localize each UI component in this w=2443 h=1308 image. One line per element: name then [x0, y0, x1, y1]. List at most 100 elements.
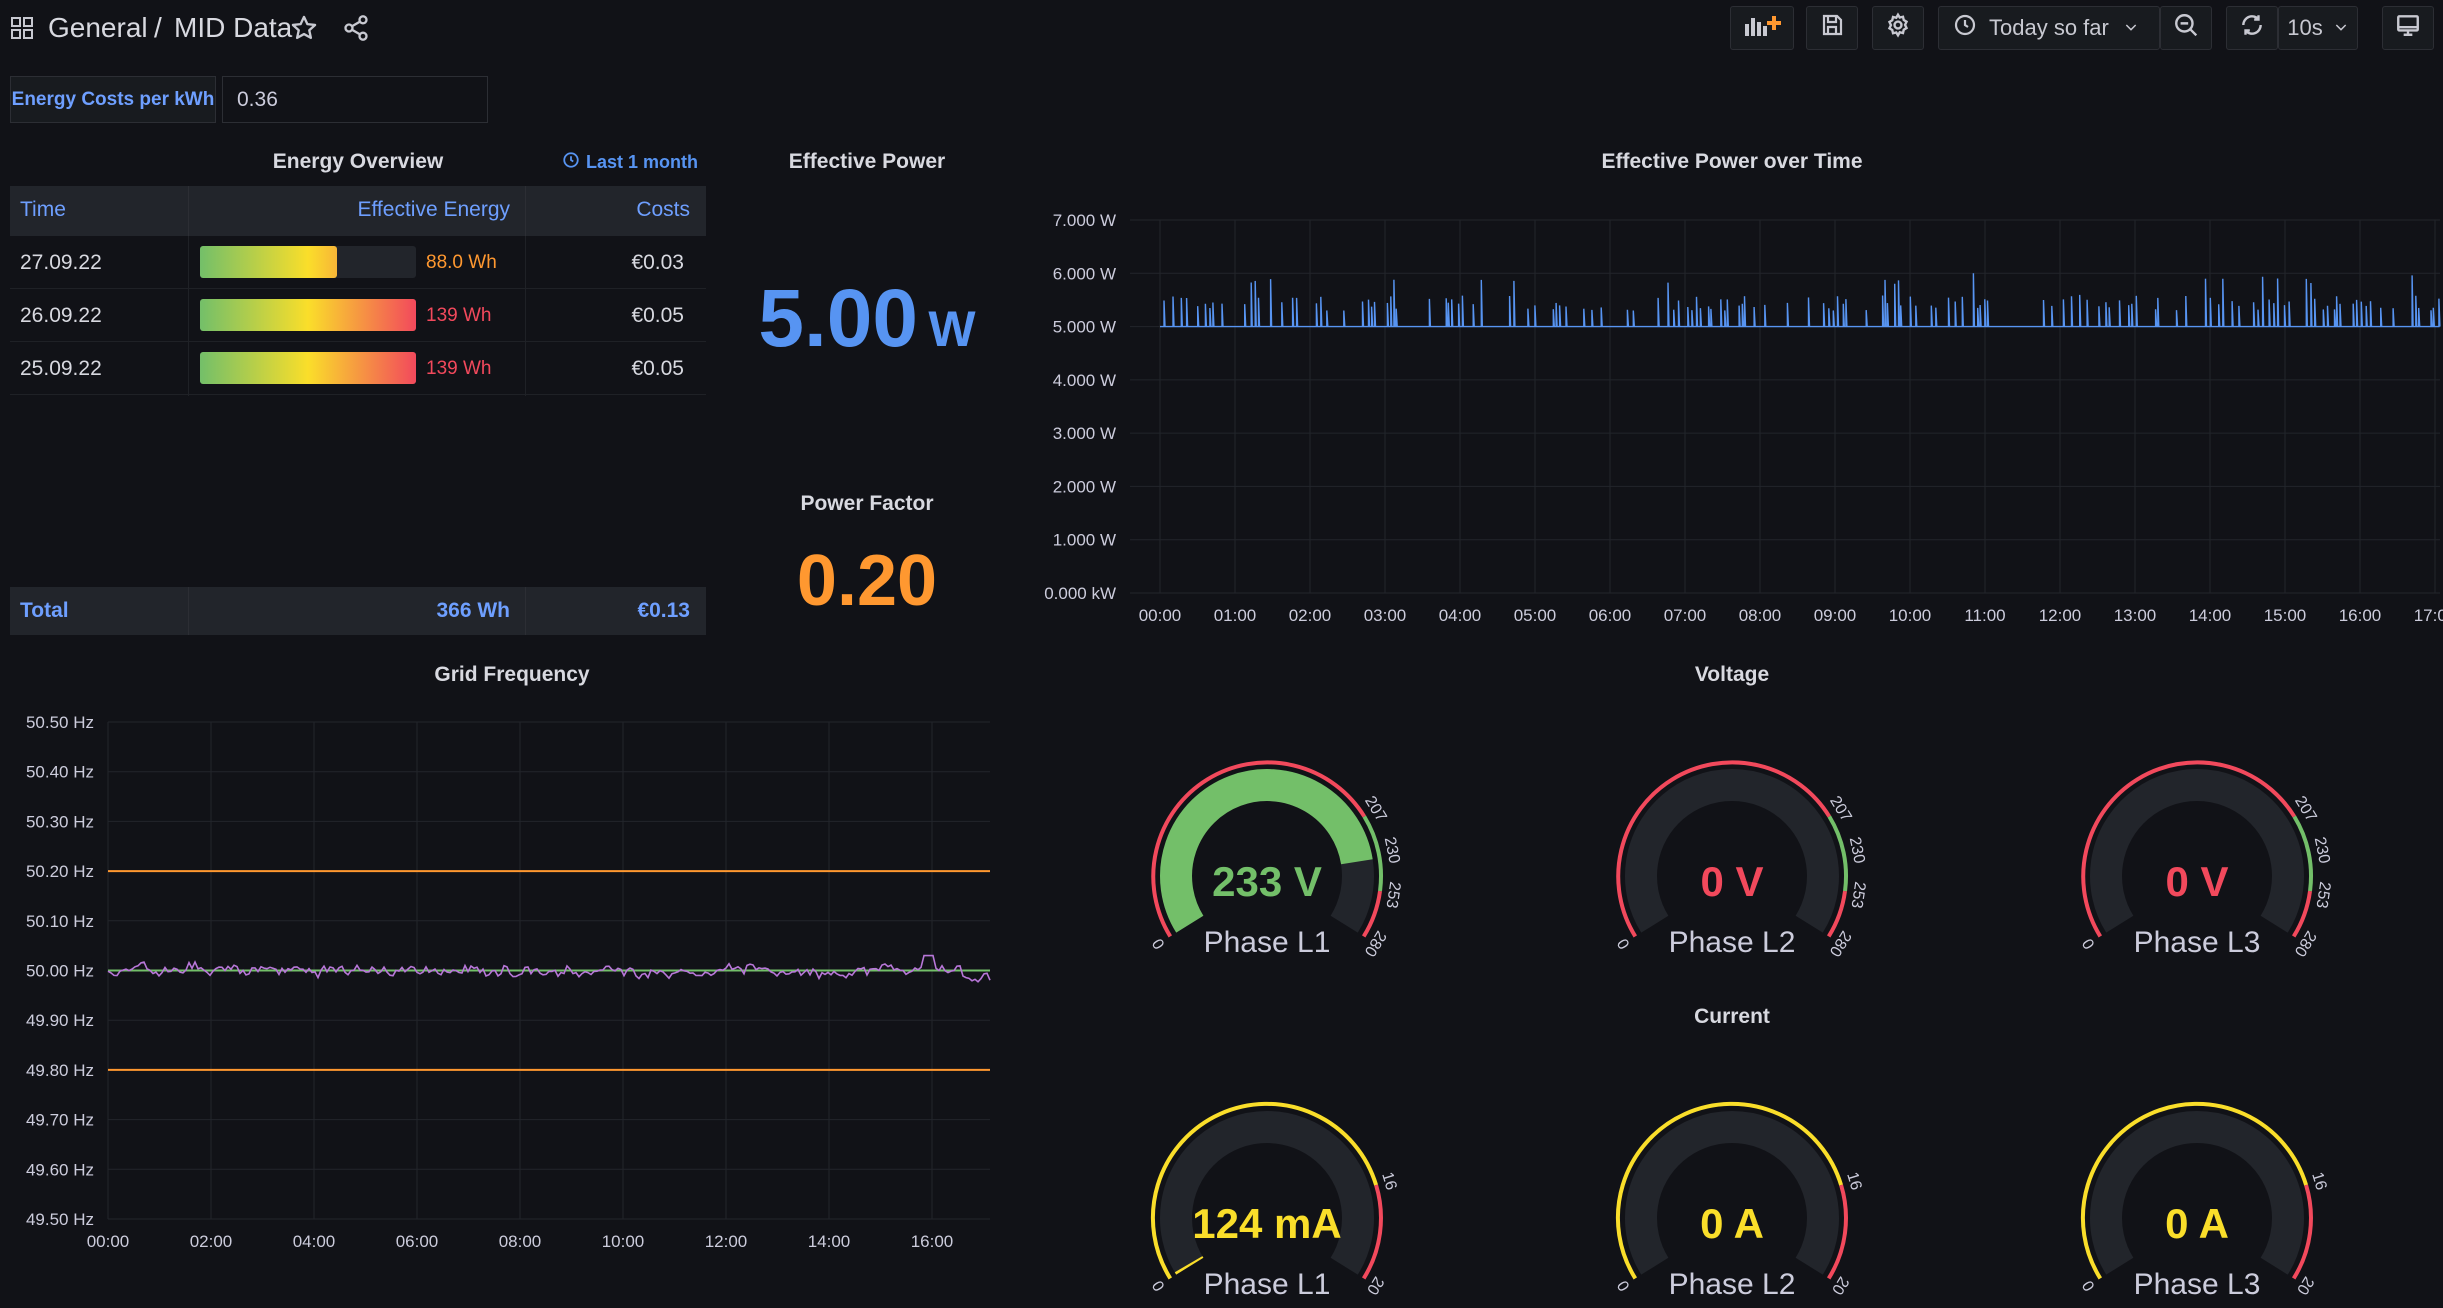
x-tick-label: 04:00: [1439, 606, 1482, 625]
tv-mode-button[interactable]: [2382, 6, 2434, 50]
column-divider: [188, 186, 189, 236]
top-bar: General / MID Data Today so far: [0, 0, 2443, 56]
effective-power-unit: W: [928, 301, 976, 357]
cell-time: 26.09.22: [20, 304, 102, 327]
gauge-threshold-band: [2080, 1101, 2309, 1280]
zoom-out-icon: [2173, 12, 2199, 44]
x-tick-label: 00:00: [87, 1232, 130, 1251]
gauge-value: 0 V: [2165, 858, 2228, 905]
share-icon[interactable]: [342, 14, 370, 47]
column-header-time[interactable]: Time: [20, 198, 66, 221]
effective-power-stat: 5.00 W: [716, 272, 1018, 366]
x-tick-label: 13:00: [2114, 606, 2157, 625]
gauge-label: Phase L2: [1669, 1268, 1796, 1301]
power-factor-value: 0.20: [796, 541, 938, 621]
gauge-track: [1625, 769, 1839, 933]
gauge-threshold-band: [1361, 890, 1382, 938]
time-range-link[interactable]: Last 1 month: [562, 151, 698, 174]
variable-label: Energy Costs per kWh: [10, 76, 216, 123]
footer-total-label: Total: [20, 599, 69, 622]
y-tick-label: 0.000 kW: [1044, 584, 1116, 603]
x-tick-label: 17:00: [2414, 606, 2443, 625]
table-row: 25.09.22 139 Wh €0.05: [10, 342, 706, 395]
gauge-threshold-band: [1150, 1101, 1379, 1280]
footer-total-energy: 366 Wh: [436, 599, 510, 622]
refresh-interval-picker[interactable]: 10s: [2278, 6, 2358, 50]
gauge-threshold-band: [1616, 760, 1831, 938]
star-icon[interactable]: [290, 14, 318, 47]
gauge-threshold-band: [1362, 1184, 1383, 1280]
x-tick-label: 01:00: [1214, 606, 1257, 625]
energy-bar: [200, 246, 416, 278]
monitor-icon: [2395, 12, 2421, 44]
y-tick-label: 2.000 W: [1053, 477, 1116, 496]
effective-power-title: Effective Power: [788, 150, 946, 173]
cell-cost: €0.05: [631, 357, 684, 380]
energy-bar-fill: [200, 352, 416, 384]
gauge-label: Phase L1: [1204, 926, 1331, 959]
gauge-label: Phase L3: [2134, 1268, 2261, 1301]
y-tick-label: 50.20 Hz: [26, 862, 94, 881]
x-tick-label: 02:00: [1289, 606, 1332, 625]
gauge-scale-label: 0: [2079, 1277, 2098, 1294]
cell-energy: 139 Wh: [426, 305, 492, 326]
zoom-out-button[interactable]: [2160, 6, 2212, 50]
column-header-costs[interactable]: Costs: [636, 198, 690, 221]
gauge-fill: [1174, 1256, 1204, 1275]
dashboard-settings-button[interactable]: [1872, 6, 1924, 50]
table-header: Time Effective Energy Costs: [10, 186, 706, 236]
gauge-scale-label: 230: [1846, 835, 1868, 865]
clock-icon: [1953, 13, 1977, 43]
column-header-energy[interactable]: Effective Energy: [357, 198, 510, 221]
clock-icon: [562, 151, 580, 174]
grid-frequency-chart[interactable]: 50.50 Hz 50.40 Hz 50.30 Hz 50.20 Hz 50.10 Hz…: [10, 705, 1010, 1265]
page-title[interactable]: MID Data: [174, 12, 293, 43]
x-tick-label: 08:00: [499, 1232, 542, 1251]
gauge-scale-label: 0: [1614, 935, 1633, 952]
energy-bar: [200, 352, 416, 384]
power-over-time-title: Effective Power over Time: [1601, 150, 1863, 173]
gauge-value: 0 A: [1700, 1200, 1764, 1247]
energy-bar: [200, 299, 416, 331]
save-dashboard-button[interactable]: [1806, 6, 1858, 50]
cell-cost: €0.03: [631, 251, 684, 274]
energy-overview-title: Energy Overview: [272, 150, 444, 173]
effective-power-value: 5.00: [758, 273, 918, 364]
energy-cost-input[interactable]: 0.36: [222, 76, 488, 123]
x-tick-label: 06:00: [396, 1232, 439, 1251]
x-tick-label: 09:00: [1814, 606, 1857, 625]
time-range-picker[interactable]: Today so far: [1938, 6, 2160, 50]
y-tick-label: 50.30 Hz: [26, 812, 94, 831]
x-tick-label: 14:00: [808, 1232, 851, 1251]
gauge-scale-label: 16: [1843, 1170, 1864, 1192]
column-divider: [188, 236, 189, 396]
gauge-scale-label: 253: [1382, 880, 1403, 909]
y-tick-label: 7.000 W: [1053, 211, 1116, 230]
y-tick-label: 49.80 Hz: [26, 1061, 94, 1080]
dashboards-grid-icon[interactable]: [10, 16, 34, 45]
time-range-label: Today so far: [1989, 15, 2109, 40]
table-footer: Total 366 Wh €0.13: [10, 587, 706, 635]
y-tick-label: 49.60 Hz: [26, 1160, 94, 1179]
chevron-down-icon: [2333, 15, 2349, 41]
table-row: 27.09.22 88.0 Wh €0.03: [10, 236, 706, 289]
add-panel-button[interactable]: [1730, 6, 1794, 50]
grid-frequency-title: Grid Frequency: [434, 663, 590, 686]
power-over-time-chart[interactable]: 7.000 W 6.000 W 5.000 W 4.000 W 3.000 W 2.000…: [1030, 200, 2443, 636]
x-tick-label: 10:00: [1889, 606, 1932, 625]
gauge-scale-label: 20: [1828, 1273, 1852, 1297]
energy-bar-fill: [200, 299, 416, 331]
gauge-scale-label: 20: [2293, 1273, 2317, 1297]
current-gauges: 0 16 20 124 mA Phase L1 0 16 20 0 A Phase L2 0 16 20…: [1149, 1101, 2330, 1301]
breadcrumb-folder[interactable]: General: [48, 12, 148, 43]
refresh-button[interactable]: [2226, 6, 2278, 50]
x-tick-label: 03:00: [1364, 606, 1407, 625]
y-tick-label: 4.000 W: [1053, 371, 1116, 390]
gauge-threshold-band: [2292, 1184, 2313, 1280]
y-tick-label: 49.70 Hz: [26, 1111, 94, 1130]
frequency-series-line: [107, 954, 991, 983]
gauge-scale-label: 20: [1363, 1273, 1387, 1297]
x-tick-label: 08:00: [1739, 606, 1782, 625]
current-title: Current: [1694, 1005, 1770, 1028]
